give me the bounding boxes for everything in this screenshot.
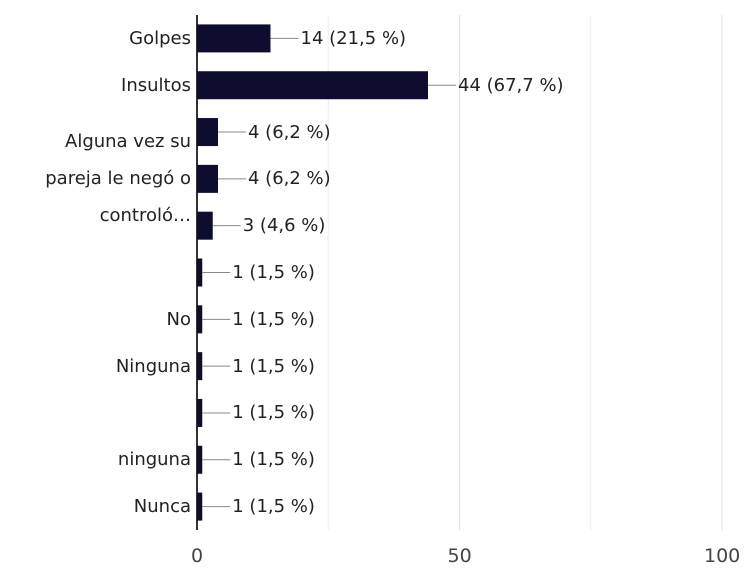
x-tick-label: 0 bbox=[191, 545, 204, 567]
category-label: Insultos bbox=[121, 74, 191, 96]
value-label: 1 (1,5 %) bbox=[232, 402, 315, 424]
value-label: 44 (67,7 %) bbox=[458, 74, 564, 96]
category-label: ninguna bbox=[117, 449, 191, 471]
bar bbox=[197, 305, 203, 334]
value-label: 1 (1,5 %) bbox=[232, 262, 315, 283]
value-label: 1 (1,5 %) bbox=[232, 308, 315, 330]
bar bbox=[197, 211, 213, 240]
category-label: Golpes bbox=[129, 27, 191, 49]
bar bbox=[197, 492, 203, 521]
bar bbox=[197, 352, 203, 381]
value-label: 4 (6,2 %) bbox=[248, 168, 331, 190]
category-label: Ninguna bbox=[115, 355, 191, 377]
category-label: Nunca bbox=[133, 496, 191, 518]
bar bbox=[197, 71, 428, 100]
value-label: 1 (1,5 %) bbox=[232, 449, 315, 471]
category-label: Alguna vez su pareja le negó o controló… bbox=[45, 131, 191, 227]
value-label: 4 (6,2 %) bbox=[248, 121, 331, 143]
bar bbox=[197, 164, 218, 193]
value-label: 3 (4,6 %) bbox=[242, 215, 326, 237]
x-tick-label: 50 bbox=[447, 545, 472, 567]
value-label: 14 (21,5 %) bbox=[300, 27, 407, 49]
bar bbox=[197, 258, 203, 287]
bar bbox=[197, 24, 271, 53]
category-label: No bbox=[166, 308, 191, 330]
value-label: 1 (1,5 %) bbox=[232, 355, 315, 377]
x-tick-label: 100 bbox=[704, 545, 741, 567]
value-label: 1 (1,5 %) bbox=[232, 496, 315, 518]
bar bbox=[197, 118, 218, 147]
bar bbox=[197, 445, 203, 474]
bar bbox=[197, 398, 203, 427]
